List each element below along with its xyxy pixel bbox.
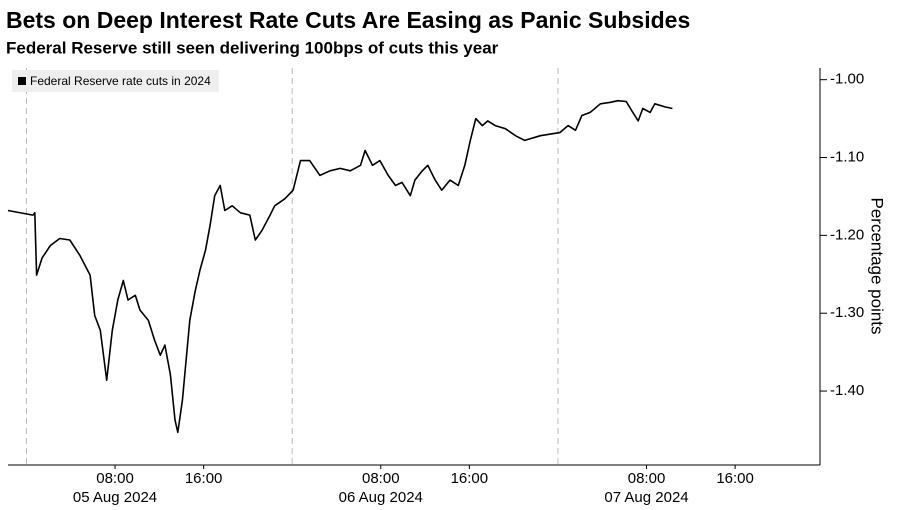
series-line [7,99,673,434]
x-tick-label: 16:00 [451,470,489,487]
y-tick-label: -1.10 [830,148,864,165]
y-tick-label: -1.30 [830,304,864,321]
chart-subtitle: Federal Reserve still seen delivering 10… [6,38,499,57]
x-tick-date: 05 Aug 2024 [73,489,157,506]
legend-swatch [18,77,26,85]
legend-box [12,70,219,92]
chart-title: Bets on Deep Interest Rate Cuts Are Easi… [6,7,690,33]
y-tick-label: -1.00 [830,71,864,88]
x-tick-label: 08:00 [362,470,400,487]
x-tick-date: 07 Aug 2024 [604,489,688,506]
legend-label: Federal Reserve rate cuts in 2024 [30,74,211,88]
x-tick-label: 08:00 [96,470,134,487]
y-axis-label: Percentage points [868,197,887,334]
x-tick-label: 16:00 [716,470,754,487]
y-tick-label: -1.40 [830,382,864,399]
x-tick-label: 08:00 [628,470,666,487]
x-tick-label: 16:00 [185,470,223,487]
x-tick-date: 06 Aug 2024 [339,489,423,506]
y-tick-label: -1.20 [830,226,864,243]
